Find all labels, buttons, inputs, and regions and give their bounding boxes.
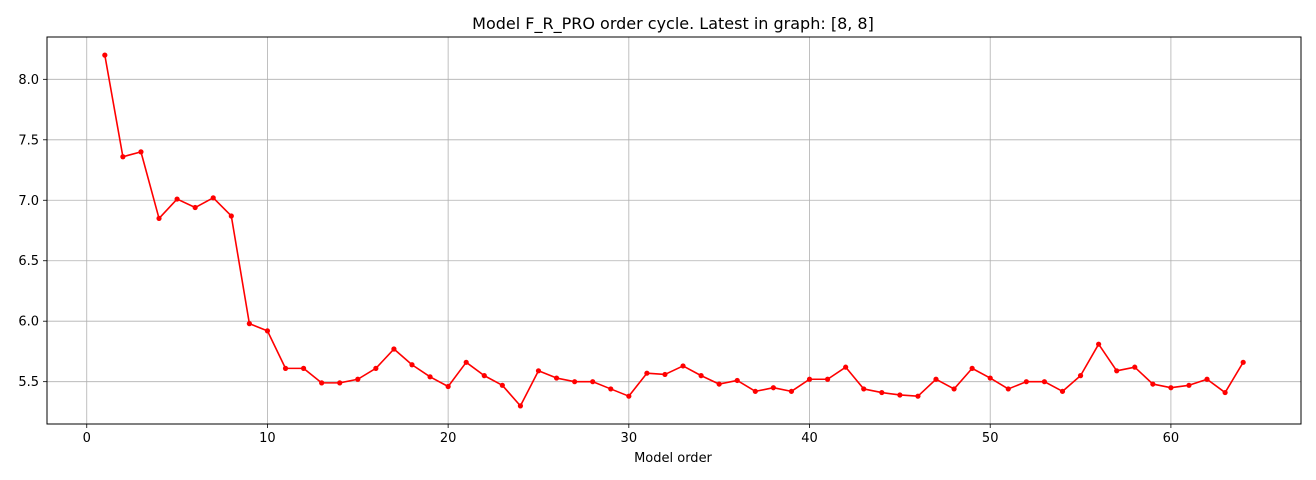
y-tick-label: 8.0 (18, 73, 39, 88)
data-series (102, 52, 1246, 409)
data-point (337, 380, 343, 386)
data-point (445, 383, 451, 390)
data-point (1186, 382, 1192, 388)
data-point (463, 359, 469, 365)
data-point (300, 365, 307, 371)
x-tick-label: 0 (83, 431, 91, 446)
data-point (282, 365, 289, 371)
y-tick-label: 7.5 (18, 133, 39, 148)
data-point (590, 379, 596, 385)
data-point (192, 204, 198, 211)
x-tick-label: 40 (801, 431, 818, 446)
data-point (680, 363, 686, 369)
data-point (572, 379, 578, 385)
data-point (481, 373, 487, 379)
data-point (915, 393, 921, 399)
data-point (1240, 359, 1246, 365)
data-point (1077, 373, 1084, 379)
data-point (861, 386, 867, 392)
data-point (897, 392, 903, 398)
data-point (1222, 389, 1228, 396)
data-point (1132, 364, 1138, 370)
y-tick-label: 5.5 (18, 375, 39, 390)
series-line (104, 54, 1244, 407)
data-point (626, 393, 632, 399)
x-tick-label: 50 (982, 431, 999, 446)
data-point (1168, 385, 1174, 391)
data-point (210, 195, 216, 201)
y-tick-label: 7.0 (18, 194, 39, 209)
data-point (120, 154, 126, 160)
data-point (427, 374, 433, 380)
x-axis-label: Model order (634, 451, 712, 466)
data-point (698, 373, 704, 379)
data-point (102, 52, 108, 58)
data-point (138, 149, 144, 155)
data-point (752, 388, 758, 394)
data-point (156, 215, 162, 222)
data-point (373, 365, 379, 371)
grid-lines (47, 37, 1301, 424)
data-point (391, 346, 397, 352)
data-point (517, 403, 524, 409)
data-point (1204, 376, 1210, 382)
data-point (788, 388, 795, 394)
y-tick-label: 6.0 (18, 315, 39, 330)
data-point (716, 381, 722, 387)
data-point (228, 213, 234, 219)
data-point (1005, 386, 1011, 392)
x-axis-ticks: 0 10 20 30 40 50 60 (83, 424, 1180, 446)
data-point (879, 389, 885, 396)
data-point (535, 368, 542, 374)
data-point (499, 382, 505, 388)
x-tick-label: 30 (621, 431, 638, 446)
x-tick-label: 10 (259, 431, 276, 446)
data-point (1023, 379, 1029, 385)
y-tick-label: 6.5 (18, 254, 39, 269)
data-point (264, 328, 271, 334)
data-point (1096, 341, 1102, 347)
data-point (843, 364, 849, 370)
data-point (1059, 388, 1066, 394)
data-point (553, 375, 560, 381)
chart-title: Model F_R_PRO order cycle. Latest in gra… (472, 14, 874, 34)
data-point (933, 376, 939, 382)
data-point (409, 362, 415, 368)
data-point (662, 371, 668, 378)
data-point (355, 376, 361, 382)
data-point (734, 377, 740, 384)
data-point (644, 370, 650, 376)
data-point (987, 375, 993, 381)
x-tick-label: 60 (1163, 431, 1180, 446)
data-point (770, 385, 776, 391)
data-point (608, 386, 614, 392)
data-point (824, 376, 831, 382)
y-axis-ticks: 5.5 6.0 6.5 7.0 7.5 8.0 (18, 73, 47, 390)
x-tick-label: 20 (440, 431, 457, 446)
data-point (174, 196, 180, 202)
data-point (1150, 381, 1156, 387)
data-point (969, 365, 975, 371)
data-point (951, 386, 957, 392)
plot-frame (46, 36, 1302, 425)
data-point (1041, 379, 1048, 385)
data-point (1114, 368, 1120, 374)
data-point (806, 376, 813, 382)
data-point (319, 380, 325, 386)
data-point (246, 321, 252, 327)
plot-area (47, 37, 1301, 424)
